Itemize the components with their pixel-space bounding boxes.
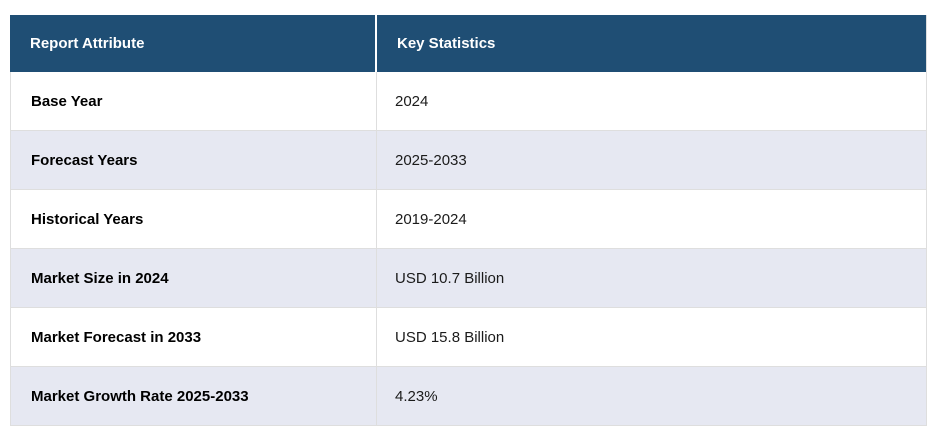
value-cell: 2024 [377, 72, 927, 131]
value-cell: USD 15.8 Billion [377, 308, 927, 367]
table-body: Base Year 2024 Forecast Years 2025-2033 … [10, 72, 927, 426]
attribute-cell: Market Forecast in 2033 [10, 308, 377, 367]
attribute-cell: Market Size in 2024 [10, 249, 377, 308]
table-header-row: Report Attribute Key Statistics [10, 15, 927, 72]
table-row: Market Forecast in 2033 USD 15.8 Billion [10, 308, 927, 367]
table-row: Market Growth Rate 2025-2033 4.23% [10, 367, 927, 426]
value-cell: USD 10.7 Billion [377, 249, 927, 308]
value-cell: 4.23% [377, 367, 927, 426]
report-summary-section: Report Attribute Key Statistics Base Yea… [10, 15, 927, 426]
column-header-report-attribute: Report Attribute [10, 15, 377, 72]
attribute-cell: Historical Years [10, 190, 377, 249]
attribute-cell: Base Year [10, 72, 377, 131]
attribute-cell: Market Growth Rate 2025-2033 [10, 367, 377, 426]
table-row: Historical Years 2019-2024 [10, 190, 927, 249]
attribute-cell: Forecast Years [10, 131, 377, 190]
value-cell: 2025-2033 [377, 131, 927, 190]
column-header-key-statistics: Key Statistics [377, 15, 927, 72]
table-row: Market Size in 2024 USD 10.7 Billion [10, 249, 927, 308]
table-row: Forecast Years 2025-2033 [10, 131, 927, 190]
table-row: Base Year 2024 [10, 72, 927, 131]
report-summary-table: Report Attribute Key Statistics Base Yea… [10, 15, 927, 426]
value-cell: 2019-2024 [377, 190, 927, 249]
